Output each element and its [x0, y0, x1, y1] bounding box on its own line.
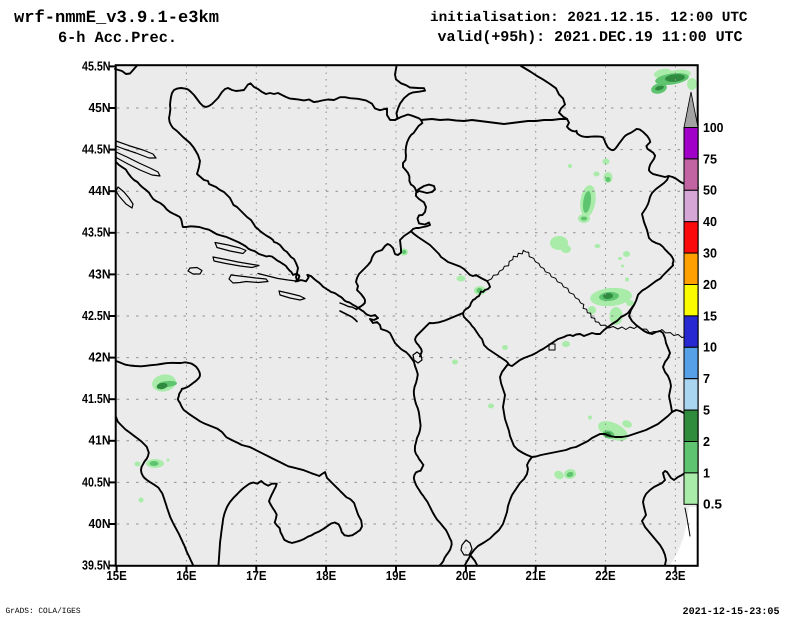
svg-text:0.5: 0.5	[703, 497, 722, 512]
svg-text:44.5N: 44.5N	[82, 142, 111, 157]
svg-text:6-h Acc.Prec.: 6-h Acc.Prec.	[58, 29, 177, 47]
svg-text:20E: 20E	[456, 568, 477, 583]
svg-text:2021-12-15-23:05: 2021-12-15-23:05	[683, 607, 780, 618]
svg-text:17E: 17E	[246, 568, 267, 583]
svg-text:40: 40	[703, 214, 717, 229]
svg-text:16E: 16E	[176, 568, 197, 583]
svg-text:22E: 22E	[595, 568, 616, 583]
svg-text:30: 30	[703, 246, 717, 261]
svg-text:43.5N: 43.5N	[82, 225, 111, 240]
svg-text:valid(+95h): 2021.DEC.19 11:00: valid(+95h): 2021.DEC.19 11:00 UTC	[438, 30, 743, 46]
svg-text:43N: 43N	[89, 266, 111, 281]
svg-text:initialisation: 2021.12.15. 1: initialisation: 2021.12.15. 12:00 UTC	[430, 10, 748, 26]
svg-text:75: 75	[703, 151, 717, 166]
svg-text:GrADS: COLA/IGES: GrADS: COLA/IGES	[6, 607, 81, 616]
svg-text:40N: 40N	[89, 516, 111, 531]
svg-text:18E: 18E	[316, 568, 337, 583]
svg-text:42.5N: 42.5N	[82, 308, 111, 323]
svg-text:50: 50	[703, 183, 717, 198]
svg-text:39.5N: 39.5N	[82, 558, 111, 573]
svg-text:40.5N: 40.5N	[82, 474, 111, 489]
svg-text:19E: 19E	[386, 568, 407, 583]
svg-text:41.5N: 41.5N	[82, 391, 111, 406]
svg-text:21E: 21E	[526, 568, 547, 583]
svg-text:wrf-nmmE_v3.9.1-e3km: wrf-nmmE_v3.9.1-e3km	[14, 9, 219, 28]
svg-text:5: 5	[703, 403, 710, 418]
svg-text:1: 1	[703, 465, 710, 480]
svg-text:41N: 41N	[89, 433, 111, 448]
svg-text:100: 100	[703, 120, 724, 135]
svg-text:45N: 45N	[89, 100, 111, 115]
svg-text:15: 15	[703, 308, 717, 323]
svg-text:20: 20	[703, 277, 717, 292]
svg-text:45.5N: 45.5N	[82, 58, 111, 73]
svg-text:7: 7	[703, 371, 710, 386]
svg-text:10: 10	[703, 340, 717, 355]
svg-text:2: 2	[703, 434, 710, 449]
svg-text:15E: 15E	[106, 568, 127, 583]
svg-text:23E: 23E	[665, 568, 686, 583]
svg-text:42N: 42N	[89, 350, 111, 365]
svg-text:44N: 44N	[89, 183, 111, 198]
